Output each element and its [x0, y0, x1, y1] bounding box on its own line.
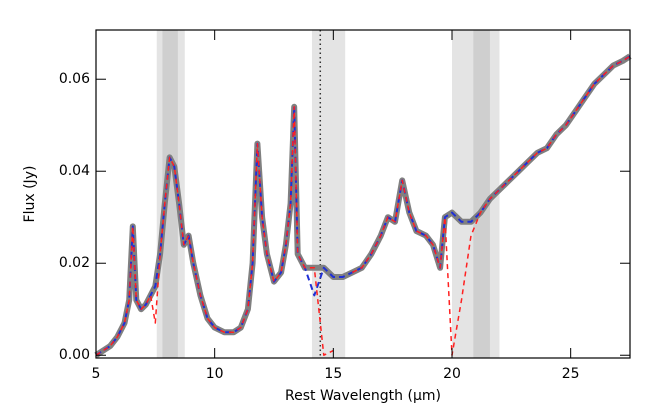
plot-frame: [95, 29, 631, 359]
x-tick-label: 10: [206, 366, 224, 382]
x-axis-label: Rest Wavelength (μm): [285, 388, 441, 404]
x-tick-label: 15: [324, 366, 342, 382]
shaded-band: [162, 30, 178, 358]
shaded-band: [473, 30, 490, 358]
y-tick-label: 0.02: [59, 255, 90, 271]
y-tick-label: 0.04: [59, 163, 90, 179]
x-tick-label: 20: [443, 366, 461, 382]
y-axis-label: Flux (Jy): [22, 166, 38, 223]
y-tick-label: 0.06: [59, 71, 90, 87]
spectrum-line: [95, 55, 631, 356]
shaded-band: [311, 30, 346, 358]
x-tick-label: 5: [92, 366, 101, 382]
y-tick-label: 0.00: [59, 347, 90, 363]
x-tick-label: 25: [562, 366, 580, 382]
